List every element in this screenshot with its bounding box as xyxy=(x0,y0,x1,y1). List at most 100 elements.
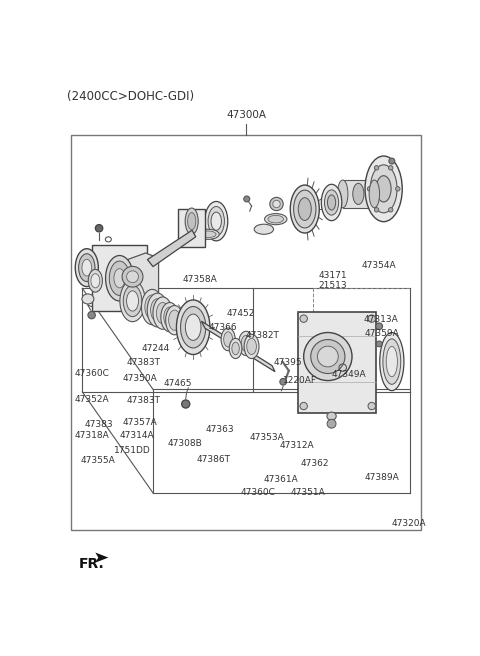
Text: 47366: 47366 xyxy=(209,323,238,332)
Text: 47361A: 47361A xyxy=(264,475,299,483)
Circle shape xyxy=(374,207,379,212)
Circle shape xyxy=(374,165,379,170)
Circle shape xyxy=(122,266,143,287)
Ellipse shape xyxy=(383,339,401,384)
Text: 47349A: 47349A xyxy=(332,370,366,379)
Circle shape xyxy=(273,200,280,208)
Ellipse shape xyxy=(82,259,92,276)
Text: 47357A: 47357A xyxy=(122,418,157,426)
Ellipse shape xyxy=(224,332,233,347)
Ellipse shape xyxy=(204,201,228,241)
Ellipse shape xyxy=(197,229,219,239)
Polygon shape xyxy=(202,321,275,372)
Ellipse shape xyxy=(298,197,312,220)
Bar xyxy=(71,135,421,530)
Circle shape xyxy=(244,196,250,202)
Circle shape xyxy=(388,207,393,212)
Ellipse shape xyxy=(168,310,180,330)
Ellipse shape xyxy=(365,156,402,222)
Ellipse shape xyxy=(185,208,198,234)
Text: 47383T: 47383T xyxy=(126,396,160,405)
Ellipse shape xyxy=(386,346,397,377)
Text: 47355A: 47355A xyxy=(81,456,115,465)
Text: 47314A: 47314A xyxy=(120,431,154,440)
Circle shape xyxy=(367,186,372,191)
Polygon shape xyxy=(114,253,158,304)
Text: 47312A: 47312A xyxy=(279,441,314,450)
Ellipse shape xyxy=(268,215,284,223)
Bar xyxy=(92,245,147,311)
Ellipse shape xyxy=(180,306,206,348)
Ellipse shape xyxy=(353,183,364,205)
Ellipse shape xyxy=(241,335,251,352)
Ellipse shape xyxy=(114,269,125,288)
Ellipse shape xyxy=(123,285,142,317)
Circle shape xyxy=(127,271,139,283)
Text: 47308B: 47308B xyxy=(168,439,203,448)
Circle shape xyxy=(304,333,352,380)
Ellipse shape xyxy=(88,270,102,292)
Text: 47362: 47362 xyxy=(301,459,330,468)
Circle shape xyxy=(270,197,283,211)
Text: 47359A: 47359A xyxy=(365,329,400,338)
Text: 43171: 43171 xyxy=(319,271,347,280)
Circle shape xyxy=(300,402,307,410)
Circle shape xyxy=(388,165,393,170)
Ellipse shape xyxy=(156,302,169,323)
Ellipse shape xyxy=(294,190,316,228)
Ellipse shape xyxy=(147,293,168,327)
Text: 47354A: 47354A xyxy=(361,261,396,270)
Text: 47452: 47452 xyxy=(227,308,255,318)
Text: 47318A: 47318A xyxy=(74,431,109,440)
Circle shape xyxy=(368,315,375,322)
Circle shape xyxy=(96,224,103,232)
Text: FR.: FR. xyxy=(79,556,104,571)
Text: 47383T: 47383T xyxy=(126,358,160,367)
Ellipse shape xyxy=(153,297,172,329)
Text: 47389A: 47389A xyxy=(365,473,400,482)
Ellipse shape xyxy=(337,180,348,208)
Ellipse shape xyxy=(127,291,139,311)
Ellipse shape xyxy=(290,185,319,233)
Ellipse shape xyxy=(177,300,210,354)
Ellipse shape xyxy=(327,195,336,210)
Ellipse shape xyxy=(120,280,145,321)
Bar xyxy=(178,209,205,247)
Circle shape xyxy=(327,419,336,428)
Ellipse shape xyxy=(229,338,242,359)
Bar xyxy=(298,312,376,413)
Text: 47351A: 47351A xyxy=(290,489,325,497)
Ellipse shape xyxy=(188,213,196,230)
Circle shape xyxy=(376,323,383,329)
Text: 47360C: 47360C xyxy=(240,489,276,497)
Circle shape xyxy=(368,402,375,410)
Ellipse shape xyxy=(79,254,95,281)
Circle shape xyxy=(376,341,382,347)
Ellipse shape xyxy=(211,212,221,230)
Ellipse shape xyxy=(247,338,256,354)
Ellipse shape xyxy=(82,294,94,304)
Ellipse shape xyxy=(254,224,274,234)
Text: 47395: 47395 xyxy=(274,358,302,367)
Ellipse shape xyxy=(244,335,259,359)
Ellipse shape xyxy=(164,307,176,327)
Ellipse shape xyxy=(264,214,287,225)
Text: 47353A: 47353A xyxy=(250,433,285,442)
Text: 47350A: 47350A xyxy=(122,375,157,383)
Circle shape xyxy=(317,346,338,367)
Text: 47386T: 47386T xyxy=(197,455,231,464)
Ellipse shape xyxy=(370,165,397,213)
Polygon shape xyxy=(96,552,108,563)
Ellipse shape xyxy=(369,180,380,208)
Ellipse shape xyxy=(106,256,133,301)
Bar xyxy=(343,180,374,207)
Ellipse shape xyxy=(166,306,183,335)
Ellipse shape xyxy=(142,289,163,325)
Text: 47320A: 47320A xyxy=(391,519,426,527)
Circle shape xyxy=(396,186,400,191)
Text: 47244: 47244 xyxy=(141,344,169,353)
Circle shape xyxy=(280,379,287,385)
Ellipse shape xyxy=(75,249,98,287)
Text: 47382T: 47382T xyxy=(246,331,280,340)
Circle shape xyxy=(181,400,190,408)
